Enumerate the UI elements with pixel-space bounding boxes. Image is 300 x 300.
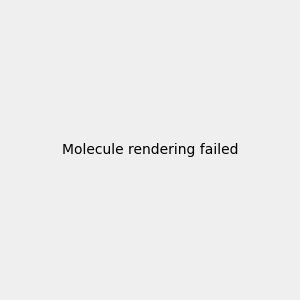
Text: Molecule rendering failed: Molecule rendering failed [62,143,238,157]
